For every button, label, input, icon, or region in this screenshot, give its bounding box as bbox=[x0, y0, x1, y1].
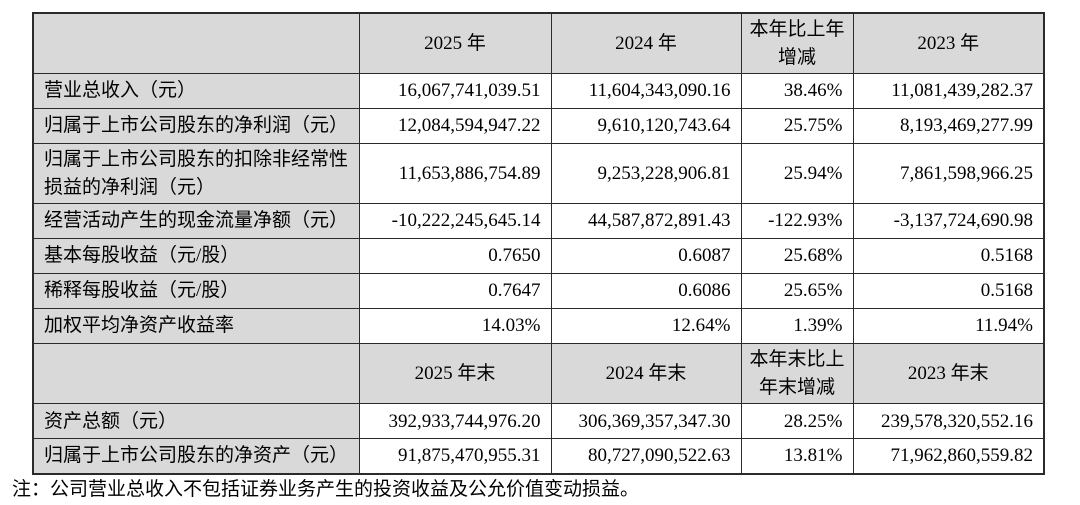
value-cell: 25.65% bbox=[740, 273, 854, 310]
value-cell: 0.7647 bbox=[358, 273, 552, 310]
table-header-row: 2025 年末 2024 年末 本年末比上 年末增减 2023 年末 bbox=[32, 343, 1045, 405]
header-cell: 2024 年末 bbox=[550, 343, 742, 405]
footnote: 注：公司营业总收入不包括证券业务产生的投资收益及公允价值变动损益。 bbox=[12, 479, 640, 500]
value-cell: -10,222,245,645.14 bbox=[358, 203, 552, 240]
header-cell: 本年比上年 增减 bbox=[740, 12, 854, 75]
header-cell: 本年末比上 年末增减 bbox=[740, 343, 854, 405]
header-cell bbox=[32, 12, 360, 75]
financial-table-body: 2025 年 2024 年本年比上年 增减 2023 年营业总收入（元） 16,067… bbox=[32, 12, 1045, 475]
header-cell: 2025 年 bbox=[358, 12, 552, 75]
value-cell: 239,578,320,552.16 bbox=[852, 403, 1045, 440]
table-row: 加权平均净资产收益率 14.03% 12.64% 1.39% 11.94% bbox=[32, 308, 1045, 345]
row-label: 资产总额（元） bbox=[32, 403, 360, 440]
value-cell: 14.03% bbox=[358, 308, 552, 345]
header-cell: 2023 年末 bbox=[852, 343, 1045, 405]
header-cell: 2024 年 bbox=[550, 12, 742, 75]
value-cell: 9,610,120,743.64 bbox=[550, 108, 742, 145]
value-cell: 71,962,860,559.82 bbox=[852, 438, 1045, 475]
value-cell: 11,653,886,754.89 bbox=[358, 143, 552, 205]
value-cell: 12.64% bbox=[550, 308, 742, 345]
row-label: 加权平均净资产收益率 bbox=[32, 308, 360, 345]
value-cell: 91,875,470,955.31 bbox=[358, 438, 552, 475]
value-cell: 80,727,090,522.63 bbox=[550, 438, 742, 475]
row-label: 归属于上市公司股东的净利润（元） bbox=[32, 108, 360, 145]
table-row: 基本每股收益（元/股） 0.7650 0.6087 25.68% 0.5168 bbox=[32, 238, 1045, 275]
header-cell: 2025 年末 bbox=[358, 343, 552, 405]
value-cell: 16,067,741,039.51 bbox=[358, 73, 552, 110]
value-cell: 13.81% bbox=[740, 438, 854, 475]
value-cell: 28.25% bbox=[740, 403, 854, 440]
table-header-row: 2025 年 2024 年本年比上年 增减 2023 年 bbox=[32, 12, 1045, 75]
value-cell: 12,084,594,947.22 bbox=[358, 108, 552, 145]
value-cell: 9,253,228,906.81 bbox=[550, 143, 742, 205]
value-cell: 0.6087 bbox=[550, 238, 742, 275]
value-cell: 11,081,439,282.37 bbox=[852, 73, 1045, 110]
value-cell: 11.94% bbox=[852, 308, 1045, 345]
value-cell: 392,933,744,976.20 bbox=[358, 403, 552, 440]
value-cell: 7,861,598,966.25 bbox=[852, 143, 1045, 205]
row-label: 归属于上市公司股东的扣除非经常性 损益的净利润（元） bbox=[32, 143, 360, 205]
table-row: 归属于上市公司股东的净利润（元） 12,084,594,947.22 9,610,1… bbox=[32, 108, 1045, 145]
table-row: 营业总收入（元） 16,067,741,039.51 11,604,343,090.… bbox=[32, 73, 1045, 110]
financial-table: 2025 年 2024 年本年比上年 增减 2023 年营业总收入（元） 16,067… bbox=[32, 12, 1045, 475]
value-cell: 25.75% bbox=[740, 108, 854, 145]
table-row: 归属于上市公司股东的扣除非经常性 损益的净利润（元） 11,653,886,754… bbox=[32, 143, 1045, 205]
header-cell: 2023 年 bbox=[852, 12, 1045, 75]
row-label: 经营活动产生的现金流量净额（元） bbox=[32, 203, 360, 240]
value-cell: 25.68% bbox=[740, 238, 854, 275]
value-cell: 0.6086 bbox=[550, 273, 742, 310]
value-cell: 44,587,872,891.43 bbox=[550, 203, 742, 240]
row-label: 基本每股收益（元/股） bbox=[32, 238, 360, 275]
value-cell: -3,137,724,690.98 bbox=[852, 203, 1045, 240]
value-cell: -122.93% bbox=[740, 203, 854, 240]
value-cell: 0.5168 bbox=[852, 273, 1045, 310]
value-cell: 306,369,357,347.30 bbox=[550, 403, 742, 440]
value-cell: 0.5168 bbox=[852, 238, 1045, 275]
table-row: 稀释每股收益（元/股） 0.7647 0.6086 25.65% 0.5168 bbox=[32, 273, 1045, 310]
row-label: 稀释每股收益（元/股） bbox=[32, 273, 360, 310]
value-cell: 0.7650 bbox=[358, 238, 552, 275]
header-cell bbox=[32, 343, 360, 405]
table-row: 资产总额（元） 392,933,744,976.20 306,369,357,347… bbox=[32, 403, 1045, 440]
value-cell: 11,604,343,090.16 bbox=[550, 73, 742, 110]
row-label: 归属于上市公司股东的净资产（元） bbox=[32, 438, 360, 475]
value-cell: 38.46% bbox=[740, 73, 854, 110]
value-cell: 1.39% bbox=[740, 308, 854, 345]
row-label: 营业总收入（元） bbox=[32, 73, 360, 110]
value-cell: 25.94% bbox=[740, 143, 854, 205]
table-row: 归属于上市公司股东的净资产（元） 91,875,470,955.31 80,727,… bbox=[32, 438, 1045, 475]
table-row: 经营活动产生的现金流量净额（元） -10,222,245,645.14 44,587… bbox=[32, 203, 1045, 240]
value-cell: 8,193,469,277.99 bbox=[852, 108, 1045, 145]
